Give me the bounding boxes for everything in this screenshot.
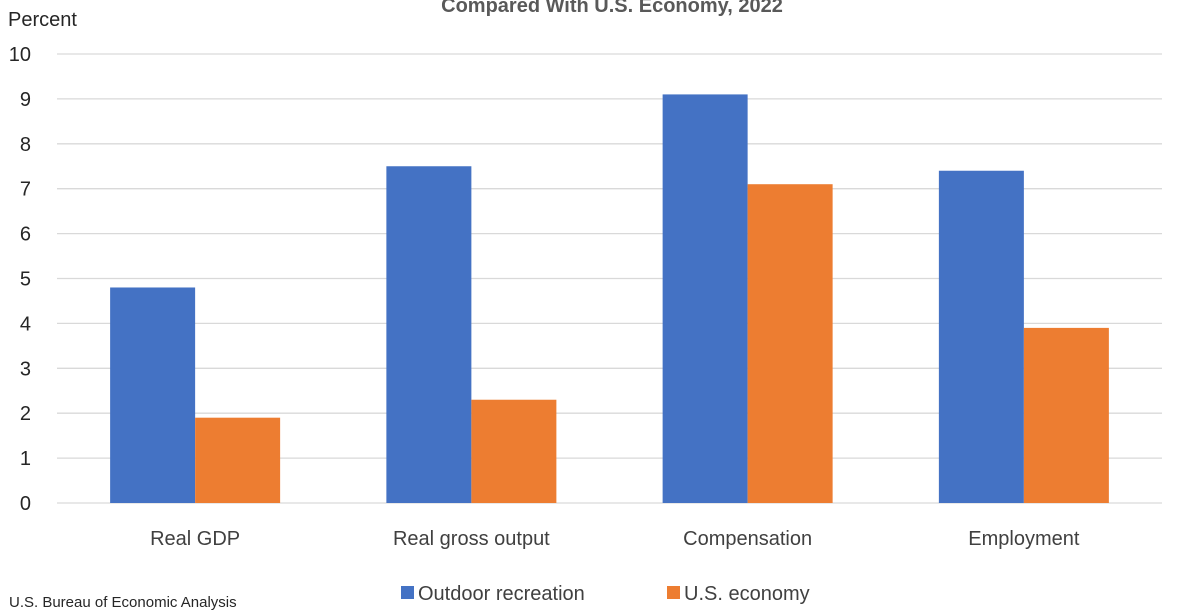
y-tick-label: 10 [9, 44, 31, 66]
x-category-label: Real GDP [150, 528, 240, 550]
x-category-label: Real gross output [393, 528, 550, 550]
y-tick-label: 7 [20, 179, 31, 201]
bar [195, 417, 281, 503]
bar [938, 170, 1024, 504]
y-tick-label: 1 [20, 448, 31, 470]
x-axis-categories: Real GDP Real gross output Compensation Emp… [150, 528, 1080, 550]
y-axis-ticks: 0 1 2 3 4 5 6 7 8 9 10 [9, 44, 31, 515]
bar [110, 287, 196, 503]
bars [110, 94, 1109, 504]
legend-label: Outdoor recreation [418, 583, 585, 605]
bar [471, 399, 557, 503]
bar [386, 166, 472, 503]
y-tick-label: 3 [20, 358, 31, 380]
legend: Outdoor recreation U.S. economy [401, 583, 810, 605]
bar [662, 94, 748, 503]
y-tick-label: 0 [20, 493, 31, 515]
y-tick-label: 9 [20, 89, 31, 111]
x-category-label: Employment [968, 528, 1080, 550]
y-tick-label: 5 [20, 269, 31, 291]
legend-swatch [401, 586, 414, 599]
y-tick-label: 8 [20, 134, 31, 156]
y-tick-label: 4 [20, 313, 31, 335]
y-tick-label: 2 [20, 403, 31, 425]
bar [1023, 327, 1109, 503]
chart-title: Compared With U.S. Economy, 2022 [441, 0, 783, 17]
y-tick-label: 6 [20, 224, 31, 246]
source-note: U.S. Bureau of Economic Analysis [9, 594, 237, 610]
bar [747, 184, 833, 503]
x-category-label: Compensation [683, 528, 812, 550]
legend-swatch [667, 586, 680, 599]
legend-label: U.S. economy [684, 583, 810, 605]
y-axis-label: Percent [8, 9, 77, 31]
